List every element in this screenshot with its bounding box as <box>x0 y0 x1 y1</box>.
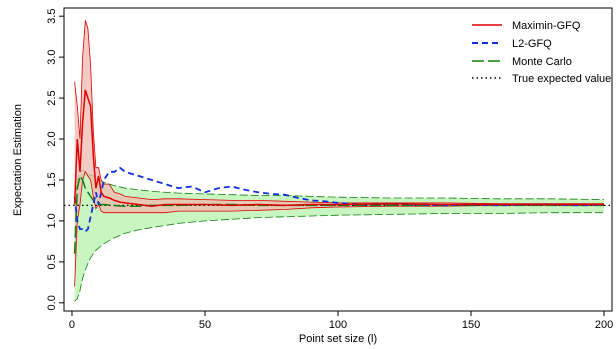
series-line-2 <box>73 173 604 254</box>
legend-label-true-value: True expected value <box>512 73 611 85</box>
plot-frame <box>63 7 613 312</box>
legend-label-monte-carlo: Monte Carlo <box>512 56 572 68</box>
legend-label-maximin: Maximin-GFQ <box>512 20 581 32</box>
y-tick-label: 3.5 <box>46 9 58 24</box>
y-axis: 0.0 0.5 1.0 1.5 2.0 2.5 3.0 3.5 <box>46 9 64 310</box>
x-tick-label: 0 <box>69 319 75 331</box>
x-axis: 0 50 100 150 200 <box>69 311 613 331</box>
legend-label-l2: L2-GFQ <box>512 38 552 50</box>
y-tick-label: 2.0 <box>46 131 58 146</box>
y-tick-label: 0.0 <box>46 295 58 310</box>
confidence-bands <box>74 20 605 302</box>
x-tick-label: 50 <box>199 319 211 331</box>
y-tick-label: 0.5 <box>46 254 58 269</box>
band-edge-0-band_lower <box>74 170 604 287</box>
y-tick-label: 1.0 <box>46 213 58 228</box>
band-2 <box>74 170 605 302</box>
band-edge-2-band_lower <box>74 212 604 302</box>
y-tick-label: 3.0 <box>46 49 58 64</box>
series-lines <box>64 89 612 254</box>
legend: Maximin-GFQ L2-GFQ Monte Carlo True expe… <box>472 20 611 85</box>
series-line-0 <box>73 89 604 207</box>
y-tick-label: 2.5 <box>46 90 58 105</box>
y-axis-label: Expectation Estimation <box>12 104 24 216</box>
x-axis-label: Point set size (l) <box>299 333 377 345</box>
x-tick-label: 200 <box>595 319 613 331</box>
y-tick-label: 1.5 <box>46 172 58 187</box>
x-tick-label: 150 <box>462 319 480 331</box>
x-tick-label: 100 <box>329 319 347 331</box>
